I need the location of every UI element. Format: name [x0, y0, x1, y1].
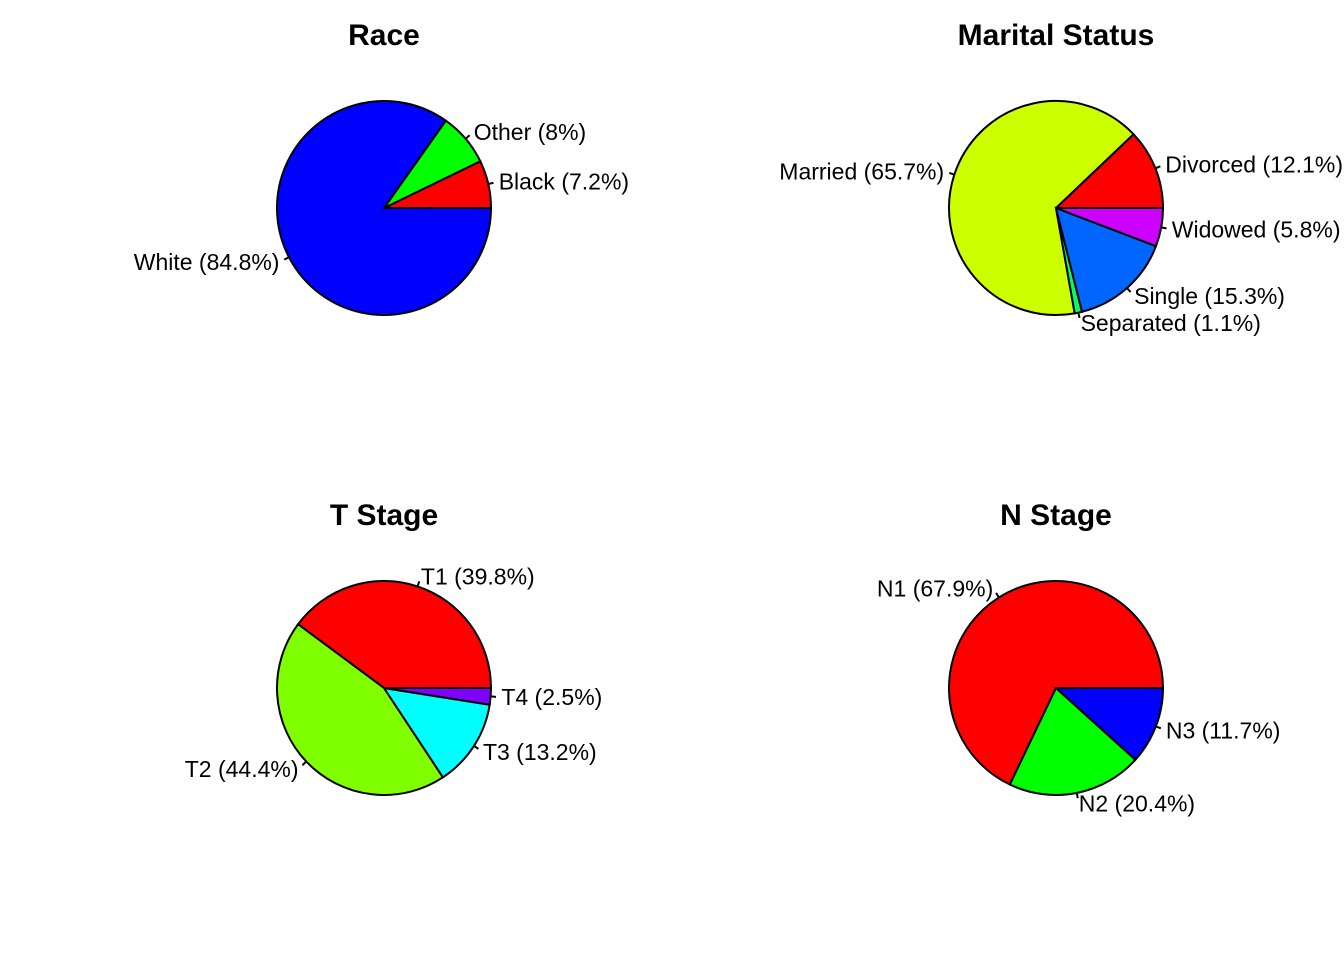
pie-slice-n2 [1008, 686, 1137, 796]
leader-line-n1 [995, 592, 1000, 599]
chart-title: T Stage [330, 499, 438, 532]
slice-label-white: White (84.8%) [134, 249, 280, 275]
pie-chart-marital-status: Marital Status Divorced (12.1%) Married (6… [779, 19, 1343, 336]
pie-slice-t1 [296, 580, 493, 689]
slice-label-t1: T1 (39.8%) [421, 563, 535, 589]
slice-label-black: Black (7.2%) [499, 169, 629, 195]
chart-title: Race [348, 19, 420, 52]
leader-line-t3 [473, 745, 479, 750]
pie-slice-single [1054, 206, 1158, 314]
pie-slice-t3 [381, 686, 491, 779]
leader-line-separated [1077, 312, 1081, 319]
chart-title: N Stage [1000, 499, 1112, 532]
slice-label-widowed: Widowed (5.8%) [1172, 216, 1341, 242]
leader-line-n2 [1075, 792, 1079, 799]
leader-line-t2 [301, 760, 307, 766]
leader-line-married [948, 172, 955, 176]
pie-chart-n-stage: N Stage N1 (67.9%) N2 (20.4%) N3 (11.7%) [877, 499, 1281, 816]
leader-line-black [488, 181, 494, 185]
slice-label-t4: T4 (2.5%) [501, 684, 602, 710]
pie-slice-widowed [1055, 207, 1165, 248]
leader-line-other [464, 134, 471, 140]
pie-slice-married [948, 100, 1135, 316]
leader-line-n3 [1155, 725, 1162, 730]
slice-label-single: Single (15.3%) [1134, 283, 1285, 309]
slice-label-t2: T2 (44.4%) [185, 756, 299, 782]
leader-line-divorced [1154, 165, 1161, 170]
slice-label-divorced: Divorced (12.1%) [1165, 151, 1343, 177]
leader-line-white [283, 256, 290, 261]
pie-slice-n1 [948, 580, 1165, 786]
slice-label-n1: N1 (67.9%) [877, 575, 993, 601]
leader-line-t1 [416, 581, 421, 587]
slice-label-n2: N2 (20.4%) [1079, 790, 1195, 816]
pie-slice-t2 [276, 622, 445, 796]
slice-label-separated: Separated (1.1%) [1081, 310, 1261, 336]
pie-chart-t-stage: T Stage T1 (39.8%) T2 (44.4%) T3 (13.2%) T4 … [185, 499, 602, 796]
slice-label-other: Other (8%) [474, 119, 586, 145]
chart-title: Marital Status [958, 19, 1155, 52]
slice-label-n3: N3 (11.7%) [1166, 717, 1281, 743]
pie-chart-race: Race Black (7.2%) Other (8%) White (84.8%) [134, 19, 629, 316]
pie-slice-white [276, 100, 493, 316]
leader-line-single [1126, 287, 1132, 293]
slice-label-t3: T3 (13.2%) [483, 739, 597, 765]
leader-line-widowed [1161, 226, 1167, 230]
slice-label-married: Married (65.7%) [779, 158, 944, 184]
